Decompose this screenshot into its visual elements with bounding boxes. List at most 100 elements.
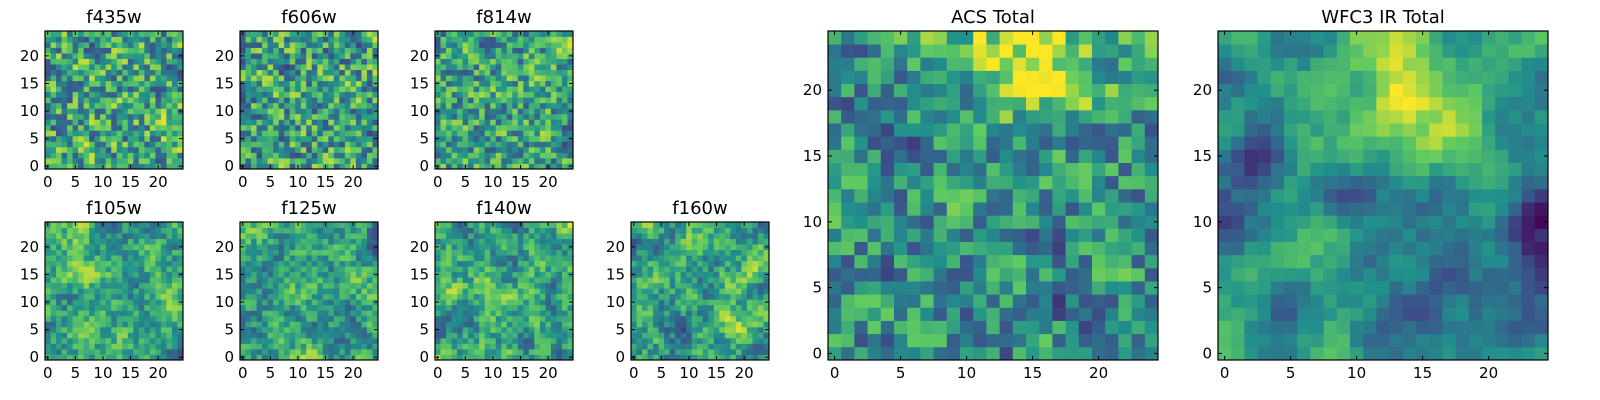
heatmap-cell: [539, 130, 546, 137]
heatmap-cell: [278, 348, 285, 355]
heatmap-cell: [1118, 307, 1132, 321]
heatmap-cell: [451, 343, 458, 350]
heatmap-cell: [311, 227, 318, 234]
heatmap-cell: [435, 315, 441, 322]
heatmap-cell: [691, 282, 698, 289]
heatmap-cell: [999, 346, 1014, 361]
heatmap-cell: [713, 293, 720, 300]
heatmap-cell: [534, 108, 541, 115]
heatmap-cell: [160, 163, 167, 170]
heatmap-cell: [144, 282, 151, 289]
heatmap-cell: [746, 244, 753, 250]
heatmap-cell: [256, 157, 263, 164]
heatmap-cell: [501, 141, 508, 148]
heatmap-cell: [284, 36, 291, 43]
heatmap-cell: [94, 288, 101, 295]
heatmap-cell: [83, 157, 90, 164]
heatmap-cell: [100, 282, 107, 289]
heatmap-cell: [339, 337, 346, 344]
heatmap-cell: [556, 321, 563, 328]
heatmap-cell: [636, 244, 643, 250]
heatmap-cell: [89, 266, 96, 273]
heatmap-cell: [366, 69, 373, 76]
heatmap-cell: [506, 332, 513, 339]
heatmap-cell: [111, 163, 118, 170]
heatmap-cell: [631, 321, 637, 328]
heatmap-cell: [111, 157, 118, 164]
heatmap-cell: [284, 146, 291, 153]
heatmap-cell: [127, 141, 134, 148]
heatmap-cell: [1078, 215, 1093, 229]
heatmap-cell: [122, 31, 129, 37]
heatmap-cell: [468, 108, 475, 115]
heatmap-cell: [631, 310, 637, 317]
heatmap-cell: [462, 277, 469, 284]
heatmap-cell: [539, 119, 546, 126]
heatmap-cell: [240, 288, 246, 295]
heatmap-cell: [658, 227, 665, 234]
heatmap-cell: [160, 260, 167, 267]
heatmap-cell: [50, 304, 57, 311]
heatmap-cell: [267, 53, 274, 59]
heatmap-cell: [490, 293, 497, 300]
heatmap-cell: [127, 75, 134, 82]
heatmap-cell: [457, 69, 463, 76]
heatmap-cell: [127, 91, 134, 98]
heatmap-cell: [1052, 202, 1066, 216]
heatmap-cell: [311, 244, 318, 250]
heatmap-cell: [479, 326, 486, 333]
x-tick-label: 5: [657, 364, 667, 382]
heatmap-cell: [506, 130, 513, 137]
heatmap-cell: [289, 282, 296, 289]
heatmap-cell: [528, 97, 535, 104]
heatmap-cell: [675, 343, 682, 350]
heatmap-cell: [83, 152, 90, 159]
heatmap-cell: [344, 260, 351, 267]
heatmap-cell: [462, 124, 469, 131]
heatmap-cell: [763, 227, 770, 234]
heatmap-cell: [435, 310, 441, 317]
heatmap-cell: [89, 58, 96, 65]
heatmap-cell: [757, 343, 764, 350]
heatmap-cell: [1026, 333, 1040, 348]
heatmap-cell: [160, 277, 167, 284]
heatmap-cell: [867, 202, 882, 216]
heatmap-cell: [240, 293, 246, 300]
heatmap-cell: [746, 238, 753, 245]
heatmap-cell: [350, 124, 357, 131]
heatmap-cell: [735, 332, 742, 339]
heatmap-cell: [344, 119, 351, 126]
heatmap-cell: [631, 227, 637, 234]
heatmap-cell: [757, 260, 764, 267]
heatmap-cell: [284, 326, 291, 333]
heatmap-cell: [256, 315, 263, 322]
heatmap-cell: [484, 255, 491, 262]
heatmap-cell: [933, 294, 948, 308]
heatmap-cell: [56, 58, 62, 65]
heatmap-cell: [78, 326, 85, 333]
heatmap-cell: [366, 354, 373, 361]
heatmap-cell: [306, 354, 313, 361]
heatmap-cell: [171, 260, 178, 267]
heatmap-cell: [100, 75, 107, 82]
heatmap-cell: [160, 97, 167, 104]
heatmap-cell: [256, 293, 263, 300]
heatmap-cell: [730, 277, 737, 284]
heatmap-cell: [556, 299, 563, 306]
heatmap-cell: [1039, 307, 1053, 321]
heatmap-cell: [730, 326, 737, 333]
heatmap-cell: [556, 315, 563, 322]
heatmap-cell: [1065, 228, 1080, 242]
heatmap-cell: [517, 321, 524, 328]
heatmap-cell: [45, 146, 51, 153]
heatmap-cell: [691, 249, 698, 256]
heatmap-cell: [1039, 202, 1053, 216]
heatmap-cell: [1144, 175, 1159, 190]
heatmap-cell: [366, 31, 373, 37]
heatmap-cell: [867, 162, 882, 177]
heatmap-cell: [267, 130, 274, 137]
heatmap-cell: [289, 343, 296, 350]
heatmap-cell: [127, 113, 134, 120]
heatmap-cell: [946, 267, 961, 282]
heatmap-cell: [311, 36, 318, 43]
